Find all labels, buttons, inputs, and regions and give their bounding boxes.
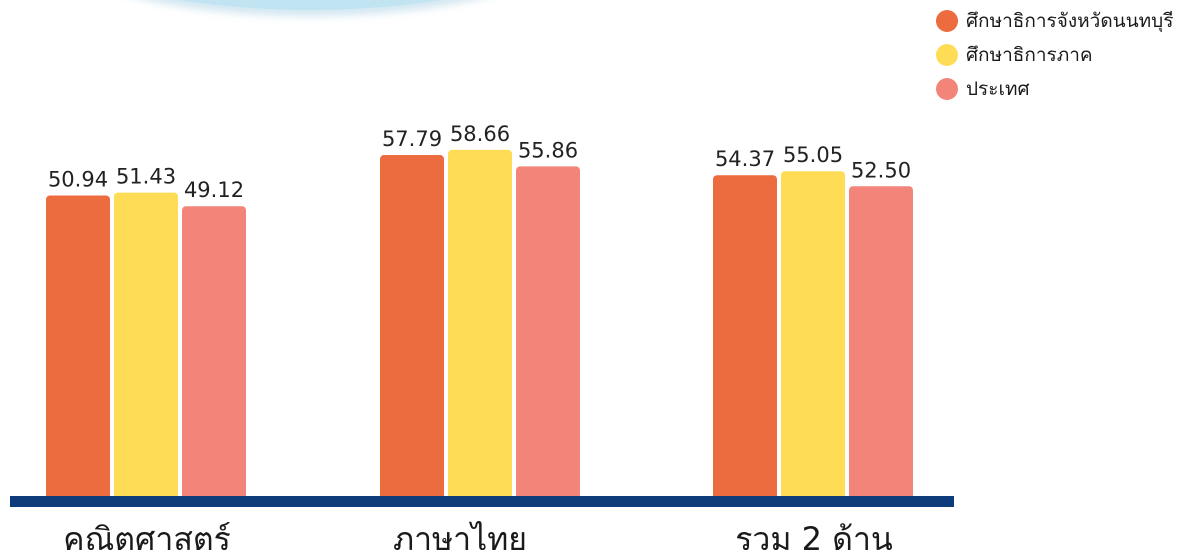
legend-label: ศึกษาธิการจังหวัดนนทบุรี: [966, 10, 1174, 32]
legend-swatch-icon: [936, 44, 958, 66]
legend-label: ประเทศ: [966, 78, 1030, 100]
bars-layer: [46, 149, 913, 501]
bar-2-1: [380, 155, 444, 500]
legend-item-3: ประเทศ: [936, 72, 1173, 106]
legend-swatch-icon: [936, 78, 958, 100]
value-label-2-2: 58.66: [450, 122, 510, 146]
value-label-2-1: 57.79: [382, 127, 442, 151]
legend: ศึกษาธิการจังหวัดนนทบุรีศึกษาธิการภาคประ…: [936, 4, 1173, 106]
value-label-3-3: 52.50: [851, 158, 911, 182]
category-label-2: ภาษาไทย: [393, 520, 527, 558]
value-label-1-1: 50.94: [48, 167, 108, 191]
bar-2-3: [516, 166, 580, 500]
bar-2-2: [448, 149, 512, 500]
category-label-1: คณิตศาสตร์: [63, 520, 231, 558]
bar-1-1: [46, 195, 110, 501]
value-label-3-2: 55.05: [783, 143, 843, 167]
legend-item-1: ศึกษาธิการจังหวัดนนทบุรี: [936, 4, 1173, 38]
category-label-3: รวม 2 ด้าน: [735, 520, 893, 558]
value-label-1-3: 49.12: [184, 178, 244, 202]
legend-label: ศึกษาธิการภาค: [966, 44, 1093, 66]
value-label-3-1: 54.37: [715, 147, 775, 171]
bar-3-3: [849, 186, 913, 500]
value-labels-layer: 50.94 51.43 49.12 57.79 58.66 55.86 54.37 55.05…: [48, 122, 911, 202]
bar-3-1: [713, 175, 777, 501]
bar-3-2: [781, 171, 845, 500]
legend-swatch-icon: [936, 10, 958, 32]
decorative-header-arc: [70, 0, 550, 10]
legend-item-2: ศึกษาธิการภาค: [936, 38, 1173, 72]
bar-1-3: [182, 206, 246, 500]
bar-1-2: [114, 192, 178, 501]
value-label-2-3: 55.86: [518, 138, 578, 162]
category-labels-layer: คณิตศาสตร์ ภาษาไทย รวม 2 ด้าน: [63, 520, 893, 558]
x-axis-baseline: [10, 496, 954, 507]
value-label-1-2: 51.43: [116, 165, 176, 189]
